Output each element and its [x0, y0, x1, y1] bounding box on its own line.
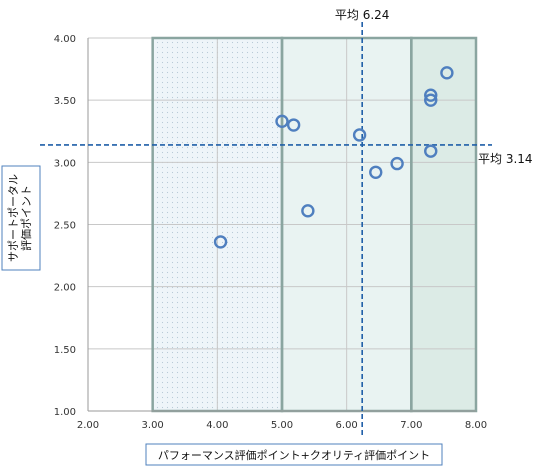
x-tick-label: 3.00 [142, 420, 164, 431]
data-point [301, 204, 315, 218]
y-tick-label: 1.00 [54, 407, 76, 418]
x-tick-label: 4.00 [206, 420, 228, 431]
axes-layer [87, 38, 476, 412]
average-y-label: 平均 3.14 [478, 152, 533, 166]
y-tick-label: 4.00 [54, 34, 76, 45]
x-tick-label: 5.00 [271, 420, 293, 431]
data-point [213, 235, 228, 249]
points-layer [213, 66, 454, 249]
x-tick-label: 2.00 [77, 420, 99, 431]
x-tick-label: 7.00 [400, 420, 422, 431]
tick-labels-layer: 2.00 3.00 4.00 5.00 6.00 7.00 8.00 1.00 1.50 2.00… [54, 34, 487, 431]
y-tick-label: 3.00 [54, 158, 76, 169]
y-tick-label: 3.50 [54, 96, 76, 107]
data-point [424, 88, 438, 102]
y-tick-label: 2.50 [54, 221, 76, 232]
x-tick-label: 6.00 [336, 420, 358, 431]
data-point [424, 93, 438, 107]
data-point [440, 66, 454, 80]
y-axis-title-line-1: サポートポータル [7, 174, 20, 262]
average-lines-layer [40, 22, 492, 438]
data-point [352, 128, 367, 142]
y-axis-title-line-2: 評価ポイント [19, 185, 33, 251]
y-tick-label: 2.00 [54, 283, 76, 294]
average-x-label: 平均 6.24 [335, 8, 390, 22]
data-point [275, 114, 289, 129]
data-point [424, 144, 438, 158]
y-axis-title: サポートポータル 評価ポイント [7, 174, 33, 262]
data-point [286, 118, 301, 132]
x-axis-title-box [145, 443, 443, 466]
data-point [369, 165, 383, 179]
x-axis-title: パフォーマンス評価ポイント+クオリティ評価ポイント [158, 448, 430, 462]
y-axis-title-box [1, 165, 41, 271]
y-tick-label: 1.50 [54, 345, 76, 356]
x-tick-label: 8.00 [465, 420, 487, 431]
data-point [390, 156, 404, 171]
